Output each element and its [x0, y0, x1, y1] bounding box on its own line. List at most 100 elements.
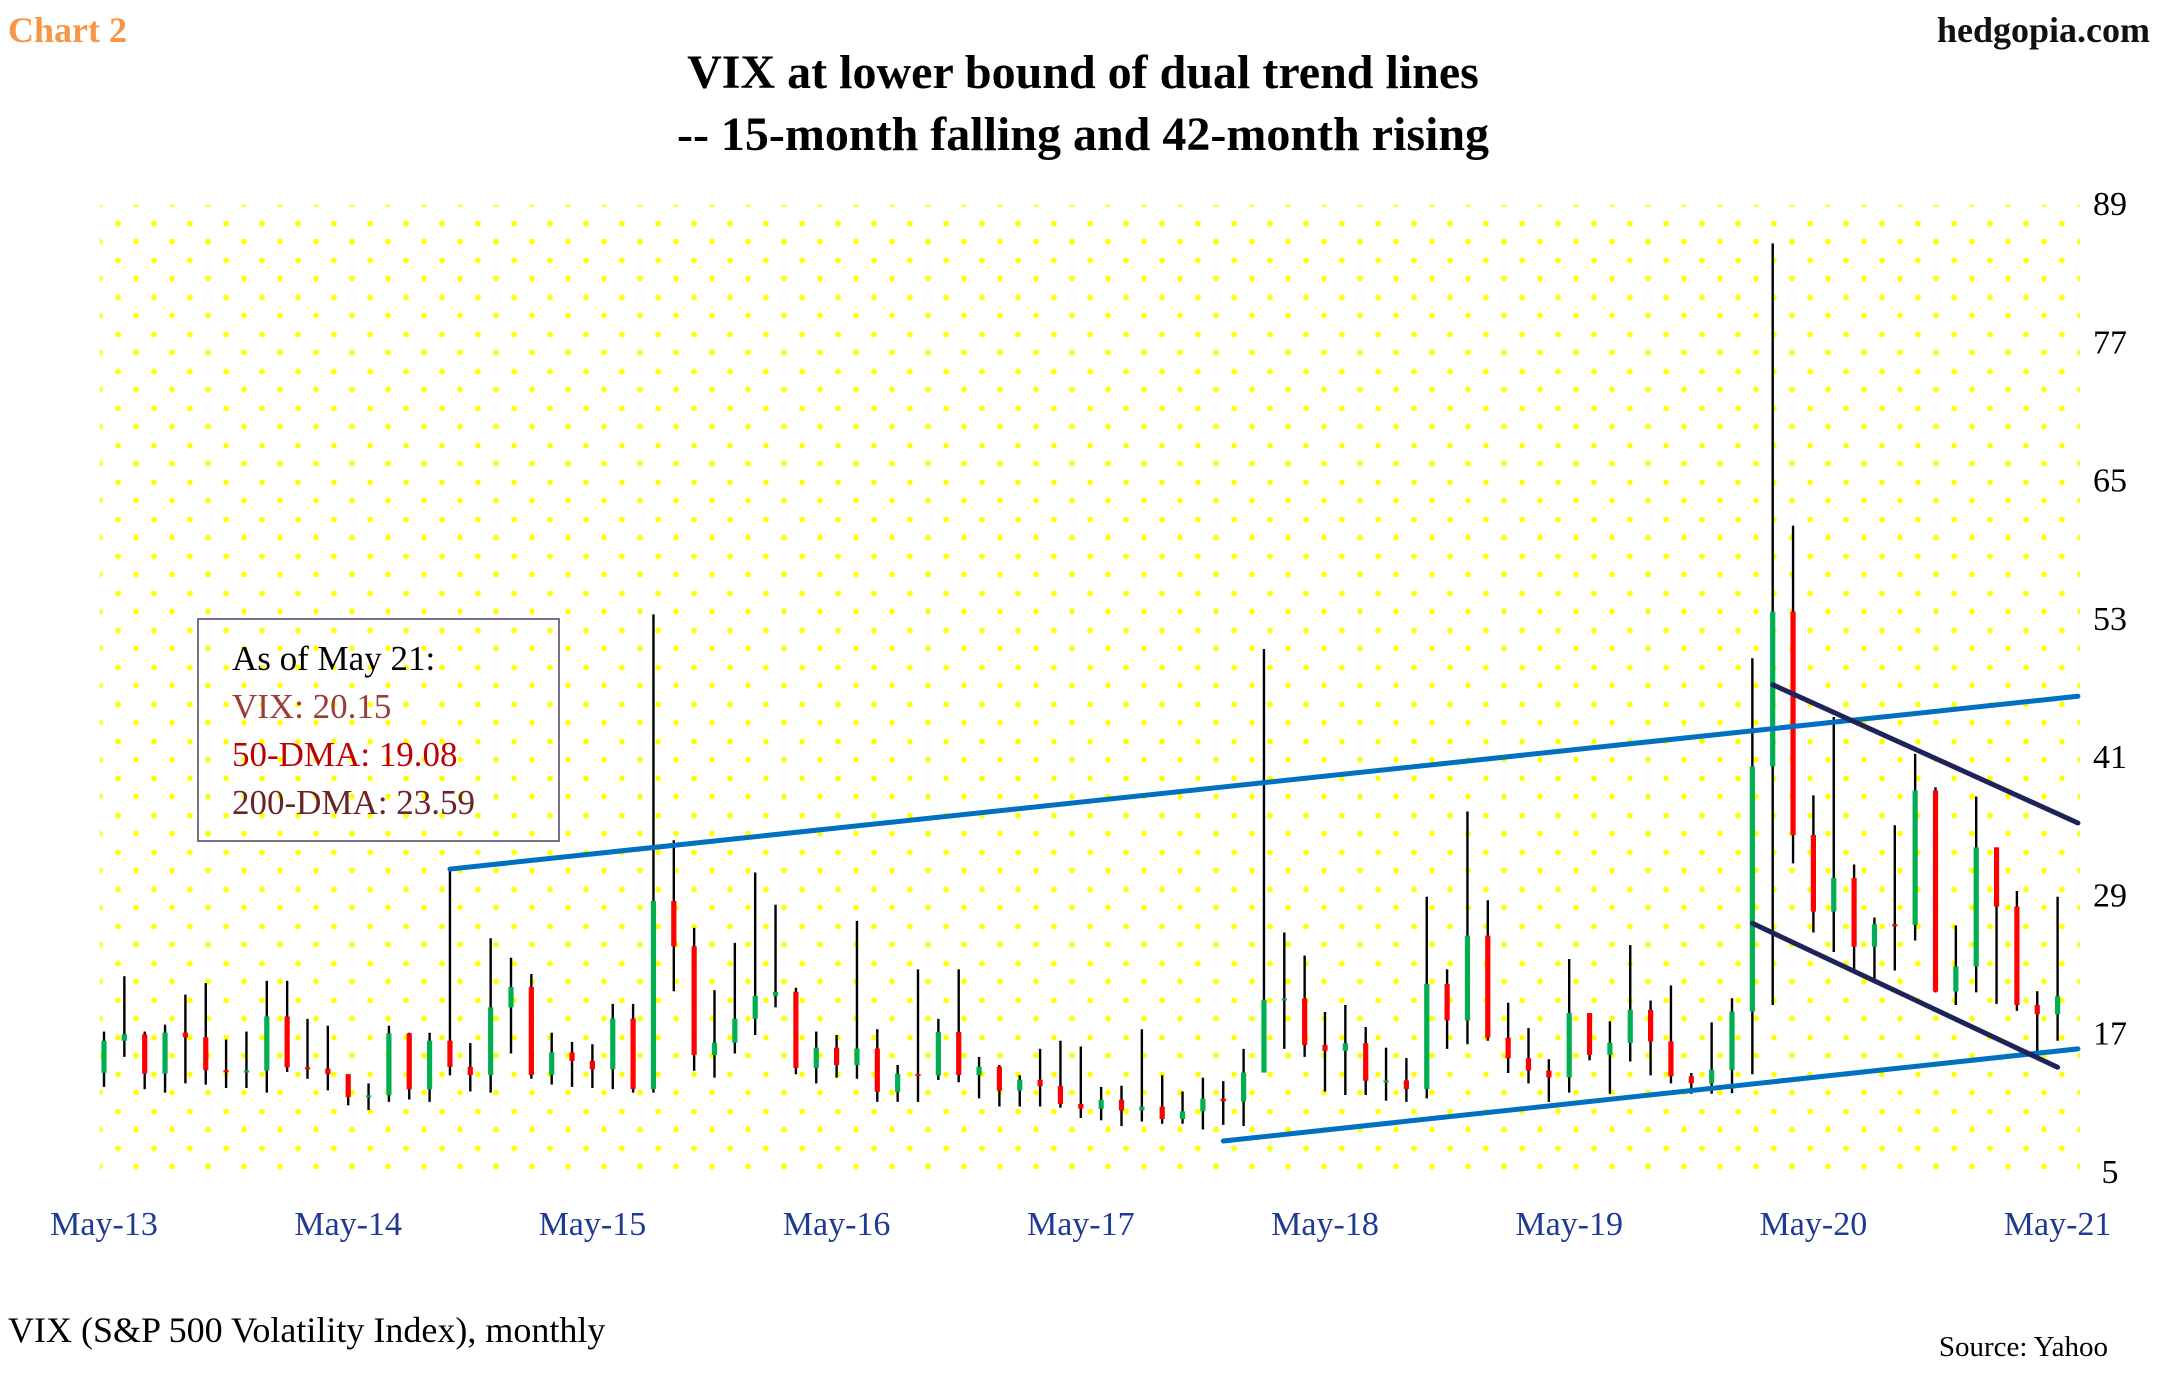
y-tick-label: 77: [2093, 324, 2127, 361]
x-tick-label: May-13: [50, 1206, 158, 1243]
candle-body: [874, 1048, 880, 1092]
chart-subtitle: -- 15-month falling and 42-month rising: [677, 108, 1489, 161]
candle: [874, 1029, 880, 1102]
candle-body: [1729, 1011, 1735, 1070]
candle-body: [1586, 1013, 1593, 1055]
candle: [1057, 1040, 1064, 1108]
candle: [1159, 1075, 1165, 1124]
candle-body: [1057, 1086, 1064, 1104]
chart-label: Chart 2: [8, 10, 127, 50]
candle-body: [325, 1068, 331, 1075]
candle: [1261, 648, 1267, 1073]
trend-lines: [447, 682, 2081, 1144]
candle-body: [732, 1018, 738, 1043]
x-tick-label: May-18: [1271, 1206, 1379, 1243]
candle: [772, 904, 779, 1008]
candle: [1037, 1048, 1043, 1107]
candle: [1953, 925, 1959, 1006]
candle-body: [569, 1052, 575, 1061]
candle-body: [101, 1040, 107, 1073]
candle-body: [630, 1018, 636, 1089]
candle: [1383, 1047, 1389, 1101]
candle-body: [2014, 906, 2020, 1006]
candle-body: [182, 1032, 188, 1038]
candle-body: [1810, 835, 1816, 912]
candle-body: [1118, 1099, 1125, 1111]
candle: [711, 990, 718, 1078]
candle: [182, 994, 188, 1084]
candle-body: [1098, 1099, 1104, 1109]
candle: [488, 938, 494, 1093]
candle-body: [162, 1032, 168, 1074]
candle: [732, 942, 738, 1054]
annotation-vix: VIX: 20.15: [232, 687, 391, 726]
candle: [1424, 896, 1430, 1099]
candle: [1566, 958, 1572, 1093]
candle: [1139, 1029, 1145, 1122]
candle-body: [1037, 1079, 1043, 1087]
x-tick-label: May-17: [1027, 1206, 1135, 1243]
candle-body: [1871, 924, 1878, 947]
candle-body: [1342, 1043, 1348, 1051]
candle-body: [1709, 1069, 1715, 1084]
candle-body: [1485, 935, 1491, 1038]
candle: [1403, 1058, 1409, 1102]
candle-body: [935, 1032, 941, 1076]
candle: [1118, 1085, 1125, 1127]
candle: [793, 987, 799, 1075]
candle-body: [1668, 1041, 1674, 1077]
candle: [1322, 1011, 1328, 1092]
candle: [1179, 1091, 1186, 1124]
candle: [549, 1032, 555, 1085]
candle-body: [772, 991, 779, 996]
brand-label: hedgopia.com: [1937, 10, 2150, 50]
candle: [752, 872, 758, 1036]
candle-body: [386, 1033, 392, 1096]
candle-body: [1017, 1079, 1023, 1091]
y-tick-label: 5: [2102, 1154, 2119, 1191]
candle: [447, 870, 453, 1076]
candle-body: [895, 1073, 901, 1092]
candle: [915, 969, 921, 1102]
candle-body: [976, 1066, 982, 1076]
x-tick-label: May-19: [1515, 1206, 1623, 1243]
falling-trend-line: [1770, 682, 2081, 826]
candle: [1892, 825, 1898, 971]
candle: [671, 840, 677, 992]
candle-body: [243, 1070, 250, 1073]
x-tick-label: May-16: [783, 1206, 891, 1243]
candle: [956, 969, 962, 1083]
candle-body: [284, 1016, 290, 1068]
candle: [427, 1032, 433, 1102]
candle: [813, 1031, 819, 1084]
candle-body: [1363, 1043, 1369, 1081]
candle-body: [1302, 998, 1308, 1046]
candle-body: [223, 1070, 229, 1073]
candle: [630, 1003, 636, 1093]
candle: [365, 1083, 372, 1110]
candle: [284, 980, 290, 1072]
candle: [2055, 896, 2061, 1041]
candle-body: [1973, 847, 1979, 967]
chart-title: VIX at lower bound of dual trend lines: [687, 46, 1479, 99]
candles: [101, 243, 2061, 1130]
candle: [1200, 1077, 1206, 1130]
candle: [1342, 1005, 1348, 1095]
candle: [935, 1018, 941, 1080]
candle: [1525, 1028, 1532, 1084]
candle-body: [1220, 1098, 1226, 1102]
candle-body: [671, 900, 677, 947]
rising-trend-line: [1220, 1046, 2081, 1144]
candle: [1932, 787, 1939, 993]
candle-body: [691, 946, 697, 1055]
candle: [304, 1018, 311, 1079]
candle-body: [752, 995, 758, 1019]
candle-body: [1831, 877, 1837, 912]
candle-body: [1261, 999, 1267, 1073]
y-tick-label: 53: [2093, 601, 2127, 638]
candle: [1810, 795, 1816, 933]
annotation-title: As of May 21:: [232, 639, 435, 678]
candle: [1749, 658, 1755, 1075]
candle: [243, 1031, 250, 1089]
